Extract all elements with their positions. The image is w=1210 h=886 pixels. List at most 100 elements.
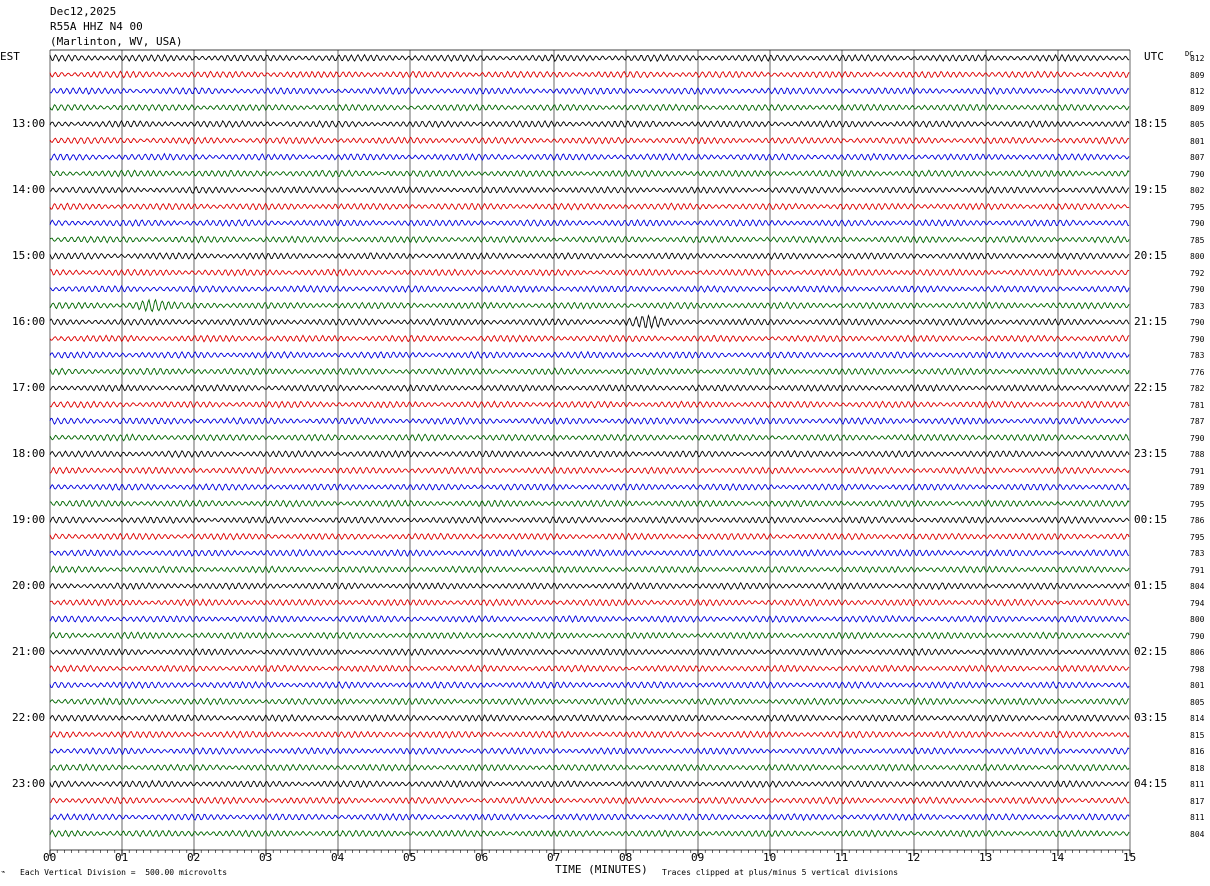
trace-43	[49, 763, 1130, 772]
trace-28	[49, 515, 1130, 524]
utc-hour-label: 03:15	[1134, 711, 1168, 724]
utc-hour-label: 02:15	[1134, 645, 1168, 658]
trace-26	[49, 483, 1130, 491]
dc-offset-label: 800	[1190, 615, 1205, 624]
x-axis-title: TIME (MINUTES)	[555, 863, 648, 876]
dc-offset-label: 812	[1190, 87, 1205, 96]
est-hour-label: 21:00	[12, 645, 46, 658]
trace-5	[49, 136, 1130, 145]
dc-offset-label: 817	[1190, 796, 1205, 806]
x-tick-label: 03	[259, 851, 273, 864]
utc-label: UTC	[1144, 50, 1164, 63]
dc-offset-label: 791	[1190, 565, 1205, 575]
dc-offset-label: 790	[1190, 219, 1205, 228]
trace-30	[49, 548, 1130, 558]
dc-offset-label: 783	[1190, 351, 1205, 360]
dc-offset-label: 783	[1190, 549, 1205, 558]
dc-offset-label: 790	[1190, 334, 1205, 344]
trace-37	[49, 664, 1130, 673]
x-tick-label: 12	[907, 851, 921, 864]
trace-34	[49, 614, 1130, 624]
dc-offset-label: 814	[1190, 714, 1205, 723]
trace-39	[49, 697, 1130, 706]
trace-40	[49, 713, 1130, 723]
trace-33	[49, 598, 1130, 607]
dc-offset-label: 789	[1190, 483, 1205, 492]
trace-44	[49, 779, 1130, 789]
utc-hour-label: 00:15	[1134, 513, 1168, 526]
trace-3	[49, 103, 1130, 112]
station-code: R55A HHZ N4 00	[50, 20, 143, 33]
dc-offset-label: 811	[1190, 813, 1205, 822]
dc-offset-label: 811	[1190, 780, 1205, 789]
trace-13	[49, 268, 1130, 277]
x-tick-label: 06	[475, 851, 489, 864]
utc-hour-label: 20:15	[1134, 249, 1168, 262]
trace-17	[49, 334, 1130, 343]
dc-offset-label: 790	[1190, 433, 1205, 443]
dc-offset-label: 815	[1190, 730, 1205, 740]
dc-offset-label: 805	[1190, 120, 1205, 129]
trace-0	[49, 53, 1130, 63]
est-hour-label: 23:00	[12, 777, 46, 790]
trace-45	[49, 796, 1130, 805]
trace-6	[49, 152, 1130, 162]
dc-header: DC	[1185, 50, 1194, 58]
dc-offset-label: 809	[1190, 103, 1205, 113]
dc-offset-label: 782	[1190, 384, 1205, 393]
trace-14	[49, 284, 1130, 294]
trace-46	[49, 812, 1130, 822]
dc-offset-label: 787	[1190, 417, 1205, 426]
trace-32	[49, 581, 1130, 591]
plot-date: Dec12,2025	[50, 5, 117, 18]
dc-offset-label: 807	[1190, 153, 1205, 162]
utc-hour-label: 04:15	[1134, 777, 1168, 790]
trace-7	[49, 169, 1130, 178]
est-hour-label: 18:00	[12, 447, 46, 460]
trace-21	[49, 400, 1130, 409]
dc-offset-label: 804	[1190, 829, 1205, 839]
dc-offset-label: 791	[1190, 466, 1205, 476]
dc-offset-label: 802	[1190, 186, 1205, 195]
trace-47	[49, 829, 1130, 838]
utc-hour-label: 23:15	[1134, 447, 1168, 460]
trace-15	[49, 298, 1130, 313]
x-tick-label: 14	[1051, 851, 1065, 864]
dc-offset-label: 792	[1190, 268, 1205, 278]
minute-grid	[49, 49, 1131, 851]
dc-offset-label: 783	[1190, 301, 1205, 311]
dc-offset-label: 812	[1190, 54, 1205, 63]
dc-offset-label: 801	[1190, 136, 1205, 146]
trace-19	[49, 367, 1130, 376]
est-hour-label: 17:00	[12, 381, 46, 394]
dc-offset-label: 788	[1190, 450, 1205, 459]
dc-offset-label: 805	[1190, 697, 1205, 707]
x-tick-label: 15	[1123, 851, 1137, 864]
utc-hour-label: 01:15	[1134, 579, 1168, 592]
x-tick-label: 09	[691, 851, 705, 864]
trace-16	[49, 314, 1130, 330]
dc-offset-label: 804	[1190, 582, 1205, 591]
x-tick-label: 05	[403, 851, 417, 864]
est-label: EST	[0, 50, 20, 63]
utc-hour-label: 18:15	[1134, 117, 1168, 130]
trace-25	[49, 466, 1130, 475]
dc-offset-label: 781	[1190, 400, 1205, 410]
x-tick-label: 13	[979, 851, 993, 864]
x-axis-ticks	[49, 850, 1131, 856]
clip-note: Traces clipped at plus/minus 5 vertical …	[662, 868, 899, 877]
dc-offset-label: 790	[1190, 169, 1205, 179]
trace-31	[49, 565, 1130, 574]
trace-12	[49, 252, 1130, 260]
est-hour-label: 14:00	[12, 183, 46, 196]
trace-29	[49, 532, 1130, 541]
dc-offset-label: 809	[1190, 70, 1205, 80]
trace-36	[49, 647, 1130, 657]
trace-2	[49, 86, 1130, 96]
est-hour-label: 19:00	[12, 513, 46, 526]
trace-9	[49, 202, 1130, 211]
seismometer-icon: ⌁	[1, 868, 6, 876]
trace-42	[49, 746, 1130, 756]
x-tick-label: 07	[547, 851, 561, 864]
